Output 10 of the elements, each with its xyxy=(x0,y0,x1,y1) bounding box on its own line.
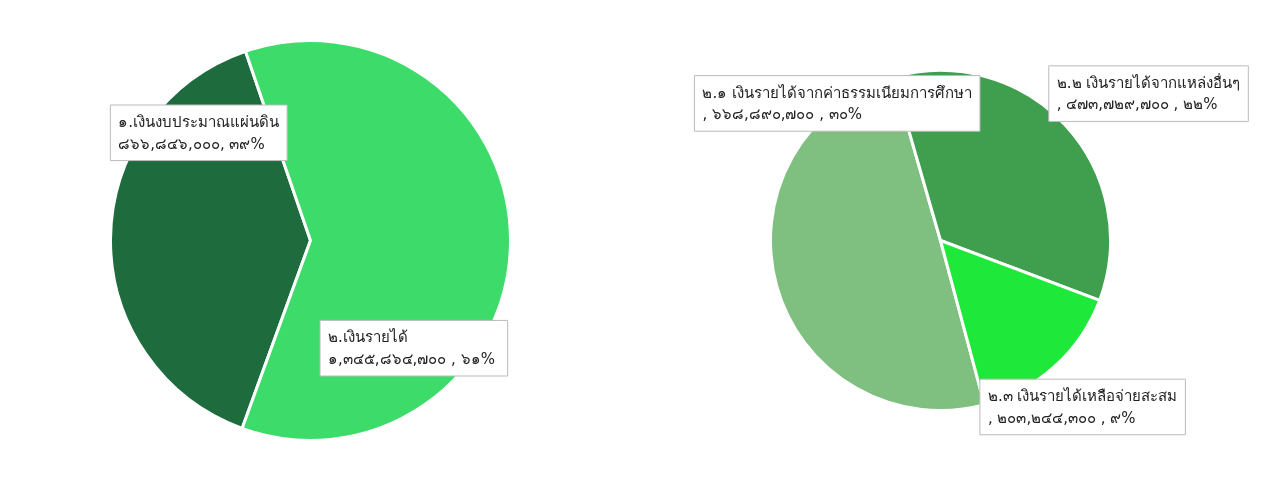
data-label: , ๒๐๓,๒๔๔,๓๐๐ , ๙% xyxy=(987,408,1136,427)
slice-label: ๒.๒ เงินรายได้จากแหล่งอื่นๆ xyxy=(1056,71,1241,92)
slice-label: ๑.เงินงบประมาณแผ่นดิน xyxy=(118,112,280,131)
data-label: ๘๖๖,๘๔๖,๐๐๐, ๓๙% xyxy=(118,134,265,153)
slice-label: ๒.เงินรายได้ xyxy=(328,328,408,347)
data-label: , ๔๗๓,๗๒๙,๗๐๐ , ๒๒% xyxy=(1056,95,1218,114)
slice-label: ๒.๓ เงินรายได้เหลือจ่ายสะสม xyxy=(987,387,1178,406)
data-label: ๑,๓๔๕,๘๖๔,๗๐๐ , ๖๑% xyxy=(328,350,495,369)
data-label: , ๖๖๘,๘๙๐,๗๐๐ , ๓๐% xyxy=(702,105,863,124)
slice-label: ๒.๑ เงินรายได้จากค่าธรรมเนียมการศึกษา xyxy=(702,83,972,102)
